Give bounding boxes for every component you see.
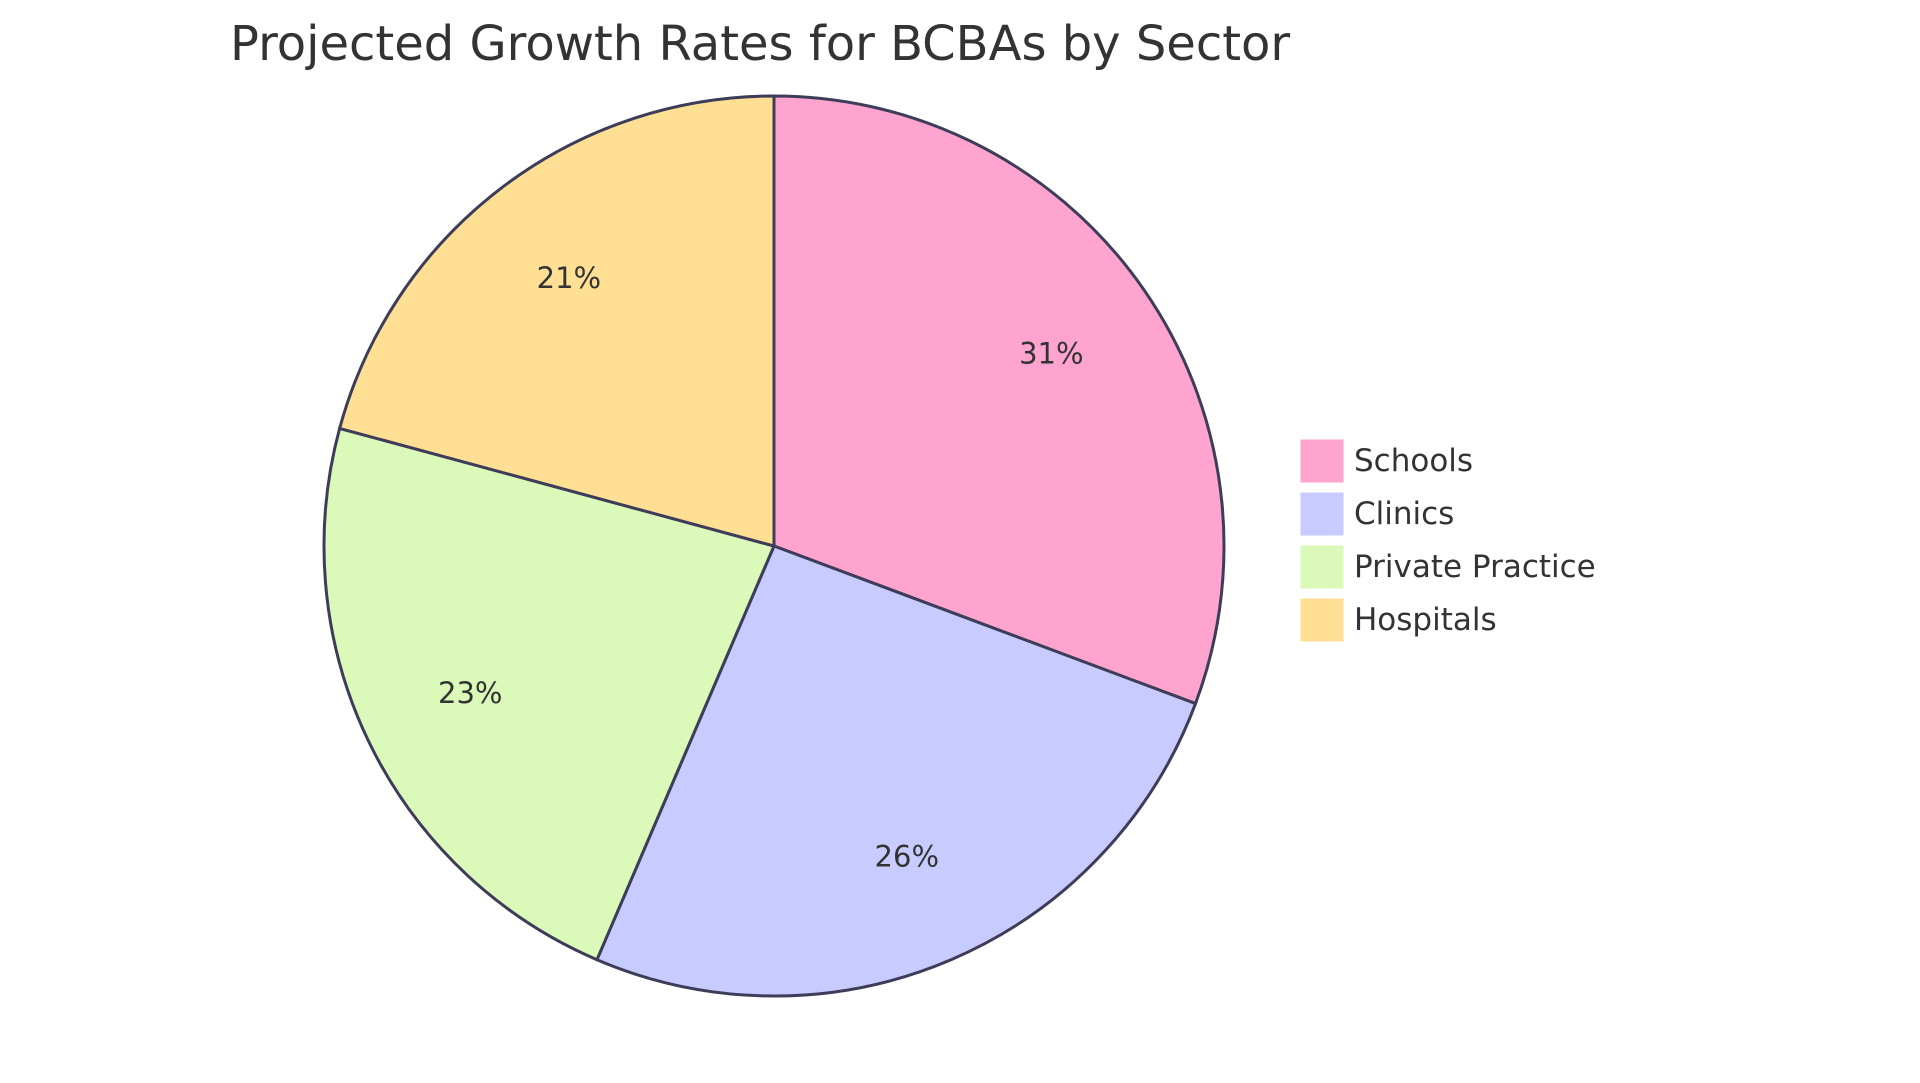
pie-slice-hospitals xyxy=(337,94,776,548)
legend: Schools Clinics Private Practice Hospitals xyxy=(1299,438,1596,643)
slice-label-clinics: 26% xyxy=(875,839,939,873)
pie-slice-labels: 31% 26% 23% 21% xyxy=(438,261,1084,873)
chart-title: Projected Growth Rates for BCBAs by Sect… xyxy=(230,16,1290,72)
legend-label-schools: Schools xyxy=(1354,443,1473,479)
legend-label-hospitals: Hospitals xyxy=(1354,602,1497,638)
slice-label-private-practice: 23% xyxy=(438,676,502,710)
pie-slice-private-practice xyxy=(322,426,777,962)
legend-label-clinics: Clinics xyxy=(1354,496,1454,532)
pie-slice-clinics xyxy=(594,544,1198,998)
legend-swatch-hospitals xyxy=(1299,597,1345,643)
legend-label-private-practice: Private Practice xyxy=(1354,549,1596,585)
legend-swatch-clinics xyxy=(1299,491,1345,537)
legend-swatch-private-practice xyxy=(1299,544,1345,590)
pie-slices xyxy=(322,94,1226,998)
slice-label-schools: 31% xyxy=(1019,337,1083,371)
pie-slice-schools xyxy=(772,94,1226,706)
slice-label-hospitals: 21% xyxy=(537,261,601,295)
legend-swatch-schools xyxy=(1299,438,1345,484)
